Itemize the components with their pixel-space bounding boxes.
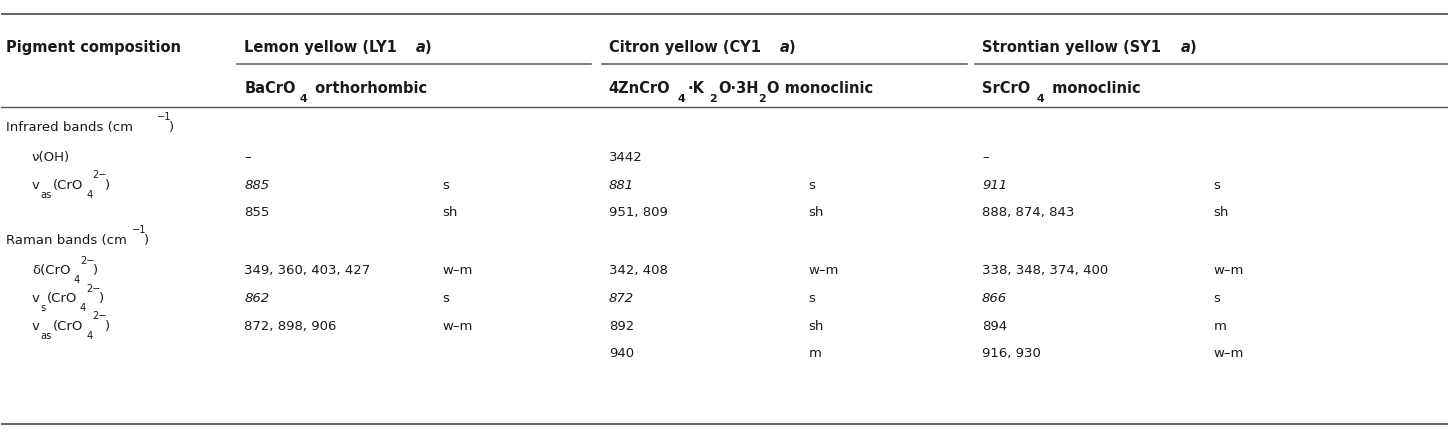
Text: sh: sh (809, 320, 823, 332)
Text: (CrO: (CrO (52, 320, 83, 332)
Text: 892: 892 (609, 320, 635, 332)
Text: sh: sh (442, 206, 458, 219)
Text: 885: 885 (245, 179, 270, 191)
Text: m: m (1213, 320, 1226, 332)
Text: ): ) (106, 179, 110, 191)
Text: 4: 4 (80, 303, 87, 313)
Text: 4: 4 (300, 94, 307, 104)
Text: 2−: 2− (93, 170, 107, 180)
Text: w–m: w–m (1213, 264, 1243, 277)
Text: w–m: w–m (442, 264, 472, 277)
Text: 894: 894 (982, 320, 1007, 332)
Text: 911: 911 (982, 179, 1007, 191)
Text: a: a (416, 39, 426, 55)
Text: 951, 809: 951, 809 (609, 206, 668, 219)
Text: sh: sh (809, 206, 823, 219)
Text: 866: 866 (982, 292, 1007, 305)
Text: −1: −1 (132, 225, 146, 235)
Text: Raman bands (cm: Raman bands (cm (6, 234, 126, 247)
Text: (CrO: (CrO (46, 292, 77, 305)
Text: 881: 881 (609, 179, 633, 191)
Text: 4: 4 (678, 94, 685, 104)
Text: ·K: ·K (688, 81, 704, 96)
Text: ): ) (99, 292, 104, 305)
Text: 338, 348, 374, 400: 338, 348, 374, 400 (982, 264, 1108, 277)
Text: O monoclinic: O monoclinic (767, 81, 874, 96)
Text: as: as (41, 190, 52, 200)
Text: Citron yellow (CY1: Citron yellow (CY1 (609, 39, 761, 55)
Text: 2−: 2− (87, 284, 101, 293)
Text: 872: 872 (609, 292, 633, 305)
Text: 4: 4 (74, 275, 80, 285)
Text: ): ) (425, 39, 430, 55)
Text: s: s (41, 303, 45, 313)
Text: 4ZnCrO: 4ZnCrO (609, 81, 671, 96)
Text: v: v (32, 179, 39, 191)
Text: s: s (809, 292, 816, 305)
Text: 3442: 3442 (609, 151, 642, 164)
Text: BaCrO: BaCrO (245, 81, 296, 96)
Text: s: s (442, 292, 449, 305)
Text: 4: 4 (87, 190, 93, 200)
Text: 4: 4 (1037, 94, 1045, 104)
Text: s: s (809, 179, 816, 191)
Text: w–m: w–m (809, 264, 839, 277)
Text: 940: 940 (609, 347, 633, 360)
Text: 855: 855 (245, 206, 270, 219)
Text: 916, 930: 916, 930 (982, 347, 1040, 360)
Text: 342, 408: 342, 408 (609, 264, 668, 277)
Text: –: – (245, 151, 251, 164)
Text: Infrared bands (cm: Infrared bands (cm (6, 121, 133, 134)
Text: w–m: w–m (442, 320, 472, 332)
Text: v: v (32, 320, 39, 332)
Text: s: s (1213, 292, 1220, 305)
Text: ): ) (93, 264, 97, 277)
Text: 872, 898, 906: 872, 898, 906 (245, 320, 336, 332)
Text: 2−: 2− (93, 311, 107, 321)
Text: s: s (1213, 179, 1220, 191)
Text: as: as (41, 331, 52, 341)
Text: ): ) (143, 234, 149, 247)
Text: ): ) (106, 320, 110, 332)
Text: 2−: 2− (80, 256, 94, 266)
Text: a: a (780, 39, 790, 55)
Text: orthorhombic: orthorhombic (310, 81, 427, 96)
Text: ): ) (788, 39, 796, 55)
Text: sh: sh (1213, 206, 1229, 219)
Text: ): ) (1190, 39, 1195, 55)
Text: Pigment composition: Pigment composition (6, 39, 181, 55)
Text: (CrO: (CrO (52, 179, 83, 191)
Text: Strontian yellow (SY1: Strontian yellow (SY1 (982, 39, 1161, 55)
Text: s: s (442, 179, 449, 191)
Text: Lemon yellow (LY1: Lemon yellow (LY1 (245, 39, 397, 55)
Text: v: v (32, 292, 39, 305)
Text: –: – (982, 151, 988, 164)
Text: 888, 874, 843: 888, 874, 843 (982, 206, 1074, 219)
Text: δ(CrO: δ(CrO (32, 264, 70, 277)
Text: ν(OH): ν(OH) (32, 151, 70, 164)
Text: w–m: w–m (1213, 347, 1243, 360)
Text: a: a (1181, 39, 1191, 55)
Text: −1: −1 (156, 112, 171, 122)
Text: m: m (809, 347, 822, 360)
Text: O·3H: O·3H (719, 81, 758, 96)
Text: 4: 4 (87, 331, 93, 341)
Text: 2: 2 (758, 94, 767, 104)
Text: ): ) (170, 121, 174, 134)
Text: monoclinic: monoclinic (1048, 81, 1140, 96)
Text: 349, 360, 403, 427: 349, 360, 403, 427 (245, 264, 371, 277)
Text: SrCrO: SrCrO (982, 81, 1030, 96)
Text: 862: 862 (245, 292, 270, 305)
Text: 2: 2 (710, 94, 717, 104)
